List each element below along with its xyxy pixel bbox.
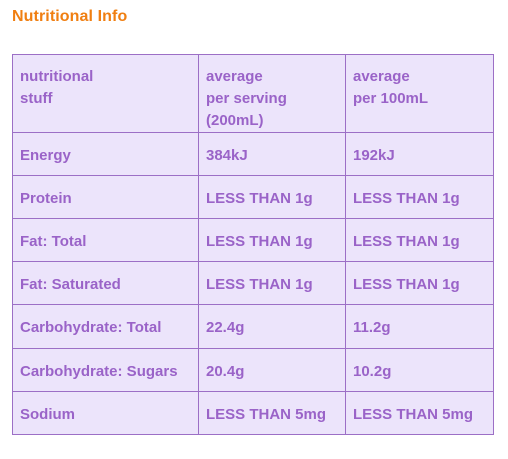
nutrient-name: Energy bbox=[12, 132, 199, 176]
per-serving-value: LESS THAN 1g bbox=[198, 261, 346, 305]
per-serving-value: 384kJ bbox=[198, 132, 346, 176]
header-line: average bbox=[206, 68, 263, 85]
header-line: stuff bbox=[20, 90, 53, 107]
per-100ml-value: 11.2g bbox=[345, 304, 494, 349]
per-100ml-value: LESS THAN 5mg bbox=[345, 391, 494, 435]
header-line: per 100mL bbox=[353, 90, 429, 107]
table-row: Fat: Total LESS THAN 1g LESS THAN 1g bbox=[12, 218, 494, 262]
table-row: Fat: Saturated LESS THAN 1g LESS THAN 1g bbox=[12, 261, 494, 305]
nutrient-name: Fat: Total bbox=[12, 218, 199, 262]
nutrient-name: Sodium bbox=[12, 391, 199, 435]
per-100ml-value: LESS THAN 1g bbox=[345, 218, 494, 262]
table-header-row: nutritional stuff average per serving (2… bbox=[12, 54, 494, 133]
per-100ml-value: 10.2g bbox=[345, 348, 494, 392]
nutrient-name: Carbohydrate: Sugars bbox=[12, 348, 199, 392]
table-row: Protein LESS THAN 1g LESS THAN 1g bbox=[12, 175, 494, 219]
table-row: Carbohydrate: Sugars 20.4g 10.2g bbox=[12, 348, 494, 392]
per-100ml-value: 192kJ bbox=[345, 132, 494, 176]
header-line: nutritional bbox=[20, 68, 94, 85]
header-line: average bbox=[353, 68, 410, 85]
per-serving-value: 20.4g bbox=[198, 348, 346, 392]
header-cell-nutrient: nutritional stuff bbox=[12, 54, 199, 133]
nutrient-name: Carbohydrate: Total bbox=[12, 304, 199, 349]
per-serving-value: LESS THAN 1g bbox=[198, 218, 346, 262]
header-cell-per-serving: average per serving (200mL) bbox=[198, 54, 346, 133]
header-line: (200mL) bbox=[206, 112, 264, 129]
per-serving-value: 22.4g bbox=[198, 304, 346, 349]
table-row: Carbohydrate: Total 22.4g 11.2g bbox=[12, 304, 494, 349]
per-serving-value: LESS THAN 1g bbox=[198, 175, 346, 219]
nutrient-name: Protein bbox=[12, 175, 199, 219]
header-cell-per-100ml: average per 100mL bbox=[345, 54, 494, 133]
nutrient-name: Fat: Saturated bbox=[12, 261, 199, 305]
per-100ml-value: LESS THAN 1g bbox=[345, 261, 494, 305]
page-title: Nutritional Info bbox=[12, 8, 128, 25]
header-line: per serving bbox=[206, 90, 287, 107]
per-serving-value: LESS THAN 5mg bbox=[198, 391, 346, 435]
nutrition-table: nutritional stuff average per serving (2… bbox=[12, 54, 494, 435]
per-100ml-value: LESS THAN 1g bbox=[345, 175, 494, 219]
table-row: Energy 384kJ 192kJ bbox=[12, 132, 494, 176]
table-row: Sodium LESS THAN 5mg LESS THAN 5mg bbox=[12, 391, 494, 435]
